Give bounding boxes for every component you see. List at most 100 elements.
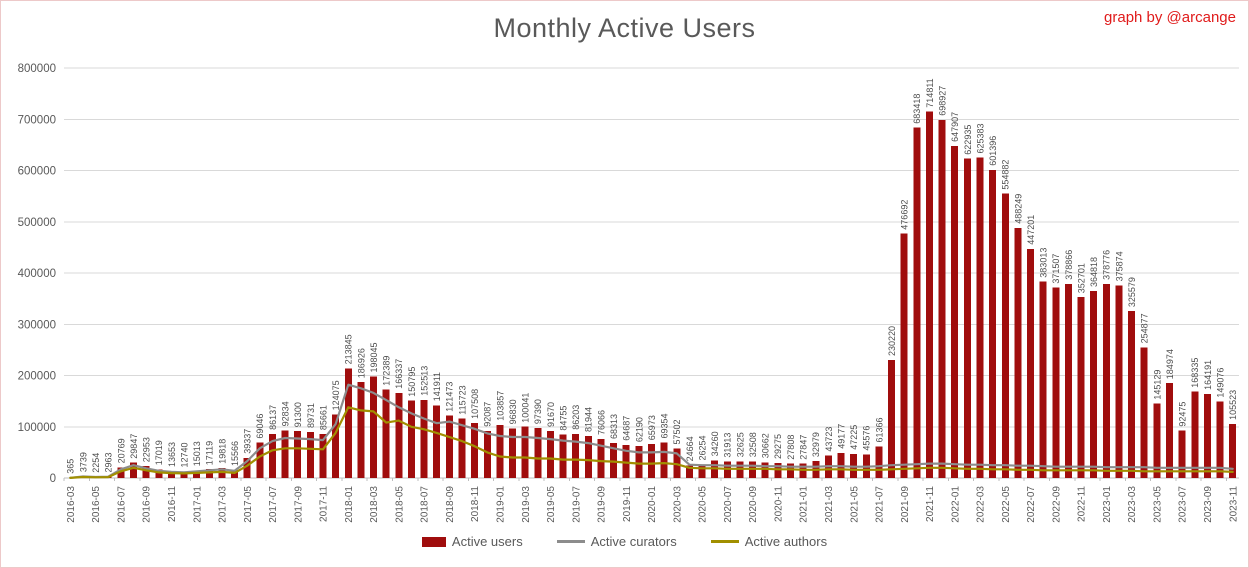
svg-text:2023-03: 2023-03 bbox=[1127, 486, 1138, 523]
svg-text:2022-11: 2022-11 bbox=[1077, 486, 1088, 522]
svg-text:105523: 105523 bbox=[1228, 390, 1238, 420]
svg-text:17019: 17019 bbox=[154, 440, 164, 465]
legend-label: Active authors bbox=[744, 534, 828, 549]
svg-text:2018-01: 2018-01 bbox=[344, 486, 355, 523]
svg-text:19818: 19818 bbox=[217, 439, 227, 464]
svg-text:2017-01: 2017-01 bbox=[192, 486, 203, 523]
svg-text:365: 365 bbox=[66, 459, 76, 474]
svg-text:352701: 352701 bbox=[1077, 263, 1087, 293]
svg-text:92475: 92475 bbox=[1178, 402, 1188, 427]
svg-text:2021-03: 2021-03 bbox=[824, 486, 835, 523]
svg-text:57502: 57502 bbox=[672, 419, 682, 444]
svg-text:115723: 115723 bbox=[457, 385, 467, 414]
svg-text:26254: 26254 bbox=[697, 435, 707, 460]
legend-swatch-curators-line bbox=[556, 540, 585, 543]
svg-text:124075: 124075 bbox=[331, 380, 341, 410]
svg-text:89731: 89731 bbox=[306, 403, 316, 428]
svg-text:2017-03: 2017-03 bbox=[218, 486, 229, 523]
svg-text:121473: 121473 bbox=[445, 382, 455, 412]
svg-text:145129: 145129 bbox=[1152, 370, 1162, 400]
svg-text:29275: 29275 bbox=[773, 434, 783, 459]
svg-text:476692: 476692 bbox=[900, 200, 910, 230]
svg-text:0: 0 bbox=[50, 473, 56, 485]
svg-text:2020-07: 2020-07 bbox=[723, 486, 734, 523]
svg-text:91670: 91670 bbox=[546, 402, 556, 427]
svg-text:31913: 31913 bbox=[723, 433, 733, 458]
svg-text:2017-05: 2017-05 bbox=[243, 486, 254, 523]
svg-text:447201: 447201 bbox=[1026, 215, 1036, 245]
svg-text:27808: 27808 bbox=[786, 435, 796, 460]
svg-text:2018-03: 2018-03 bbox=[369, 486, 380, 523]
svg-text:24664: 24664 bbox=[685, 436, 695, 461]
svg-text:300000: 300000 bbox=[18, 319, 56, 331]
svg-text:47225: 47225 bbox=[849, 425, 859, 450]
svg-text:2963: 2963 bbox=[104, 452, 114, 472]
svg-text:371507: 371507 bbox=[1051, 254, 1061, 284]
svg-text:64687: 64687 bbox=[622, 416, 632, 441]
svg-text:625383: 625383 bbox=[975, 123, 985, 153]
svg-text:2016-11: 2016-11 bbox=[167, 486, 178, 522]
svg-text:96830: 96830 bbox=[508, 399, 518, 424]
svg-text:22953: 22953 bbox=[142, 437, 152, 462]
credit-text: graph by @arcange bbox=[1104, 9, 1236, 26]
svg-text:2018-11: 2018-11 bbox=[470, 486, 481, 522]
svg-text:12740: 12740 bbox=[179, 442, 189, 467]
legend-label: Active users bbox=[451, 534, 523, 549]
svg-text:2020-05: 2020-05 bbox=[698, 486, 709, 523]
svg-text:15566: 15566 bbox=[230, 441, 240, 466]
svg-text:198045: 198045 bbox=[369, 342, 379, 372]
svg-text:2021-07: 2021-07 bbox=[875, 486, 886, 523]
svg-text:2019-03: 2019-03 bbox=[521, 486, 532, 523]
svg-text:15013: 15013 bbox=[192, 441, 202, 466]
svg-text:107508: 107508 bbox=[470, 389, 480, 419]
svg-text:200000: 200000 bbox=[18, 371, 56, 383]
svg-text:2018-07: 2018-07 bbox=[420, 486, 431, 523]
svg-text:92834: 92834 bbox=[281, 401, 291, 426]
svg-text:230220: 230220 bbox=[887, 326, 897, 356]
svg-text:29847: 29847 bbox=[129, 434, 139, 459]
svg-text:378776: 378776 bbox=[1102, 250, 1112, 280]
legend-item-active-curators: Active curators bbox=[556, 534, 677, 549]
svg-text:168335: 168335 bbox=[1190, 358, 1200, 388]
svg-text:2022-07: 2022-07 bbox=[1026, 486, 1037, 523]
svg-text:2016-03: 2016-03 bbox=[66, 486, 77, 523]
legend-label: Active curators bbox=[590, 534, 677, 549]
svg-text:2016-07: 2016-07 bbox=[117, 486, 128, 523]
svg-text:364818: 364818 bbox=[1089, 257, 1099, 287]
svg-text:32625: 32625 bbox=[735, 432, 745, 457]
svg-text:2021-11: 2021-11 bbox=[925, 486, 936, 522]
svg-text:32508: 32508 bbox=[748, 432, 758, 457]
svg-text:2019-11: 2019-11 bbox=[622, 486, 633, 522]
svg-text:2023-07: 2023-07 bbox=[1178, 486, 1189, 523]
svg-text:2254: 2254 bbox=[91, 453, 101, 473]
chart-title: Monthly Active Users bbox=[493, 13, 756, 43]
svg-text:213845: 213845 bbox=[344, 334, 354, 364]
svg-text:698927: 698927 bbox=[938, 86, 948, 116]
svg-text:683418: 683418 bbox=[912, 94, 922, 124]
svg-text:43723: 43723 bbox=[824, 427, 834, 452]
svg-text:383013: 383013 bbox=[1039, 248, 1049, 278]
svg-text:500000: 500000 bbox=[18, 217, 56, 229]
svg-text:601396: 601396 bbox=[988, 136, 998, 166]
svg-text:103857: 103857 bbox=[495, 391, 505, 421]
svg-text:97390: 97390 bbox=[533, 399, 543, 424]
svg-text:400000: 400000 bbox=[18, 268, 56, 280]
legend-item-active-authors: Active authors bbox=[710, 534, 828, 549]
svg-text:554882: 554882 bbox=[1001, 160, 1011, 190]
svg-text:2019-01: 2019-01 bbox=[496, 486, 507, 523]
svg-text:141911: 141911 bbox=[432, 372, 442, 401]
svg-text:34260: 34260 bbox=[710, 431, 720, 456]
svg-text:700000: 700000 bbox=[18, 114, 56, 126]
svg-text:2020-11: 2020-11 bbox=[773, 486, 784, 522]
svg-text:186926: 186926 bbox=[356, 348, 366, 378]
svg-text:2018-09: 2018-09 bbox=[445, 486, 456, 523]
svg-text:84755: 84755 bbox=[559, 406, 569, 431]
svg-text:3739: 3739 bbox=[78, 452, 88, 472]
svg-text:2020-03: 2020-03 bbox=[672, 486, 683, 523]
svg-text:39337: 39337 bbox=[243, 429, 253, 454]
svg-text:254877: 254877 bbox=[1140, 313, 1150, 343]
svg-text:164191: 164191 bbox=[1203, 360, 1213, 390]
svg-text:2022-09: 2022-09 bbox=[1051, 486, 1062, 523]
svg-text:622935: 622935 bbox=[963, 125, 973, 155]
